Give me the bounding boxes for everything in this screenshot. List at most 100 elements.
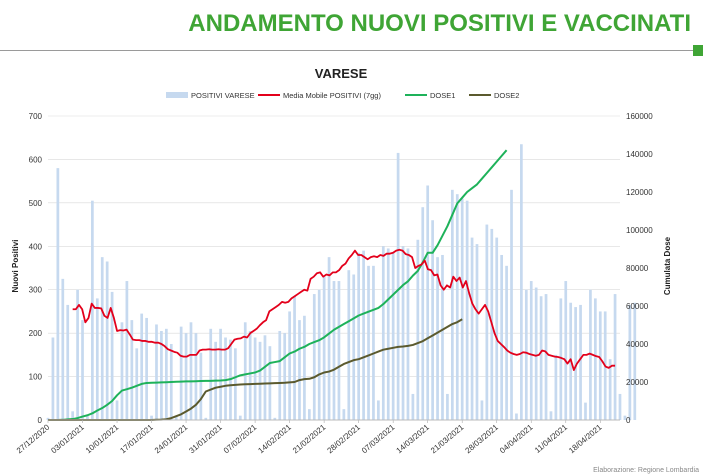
positivi-bar — [411, 393, 415, 420]
x-tick-label: 10/01/2021 — [84, 422, 121, 455]
dose1-line — [48, 149, 508, 421]
positivi-bar — [381, 246, 385, 420]
positivi-bar — [209, 328, 213, 420]
positivi-bar — [160, 330, 163, 420]
y2-tick-label: 140000 — [626, 150, 653, 159]
x-tick-label: 28/03/2021 — [464, 422, 501, 455]
positivi-bar — [515, 413, 518, 420]
positivi-bar — [194, 333, 198, 420]
positivi-bar — [91, 200, 94, 420]
positivi-bar — [298, 320, 301, 420]
positivi-bar — [288, 311, 291, 420]
positivi-bar — [76, 289, 79, 420]
positivi-bar — [441, 254, 444, 420]
positivi-bar — [342, 409, 346, 420]
positivi-bar — [248, 330, 252, 420]
positivi-bar — [500, 254, 504, 420]
positivi-bar — [51, 337, 55, 420]
positivi-bar — [253, 337, 257, 420]
positivi-bar — [100, 257, 104, 420]
x-tick-label: 18/04/2021 — [567, 422, 604, 455]
positivi-bar — [164, 328, 168, 420]
positivi-bar — [120, 322, 124, 420]
x-tick-label: 04/04/2021 — [498, 422, 535, 455]
positivi-bar — [303, 315, 306, 420]
positivi-bar — [450, 189, 454, 420]
positivi-bar — [115, 400, 119, 420]
legend-label-dose1: DOSE1 — [430, 91, 455, 100]
positivi-bar — [608, 359, 612, 420]
positivi-bar — [243, 322, 247, 420]
positivi-bar — [347, 270, 351, 420]
positivi-bar — [564, 281, 568, 420]
positivi-bar — [224, 337, 227, 420]
positivi-bar — [505, 265, 508, 420]
positivi-bar — [579, 304, 582, 420]
positivi-bar — [273, 417, 277, 420]
positivi-bar — [431, 220, 434, 420]
chart-legend: POSITIVI VARESE Media Mobile POSITIVI (7… — [166, 91, 519, 100]
positivi-bar — [593, 298, 597, 420]
positivi-bar — [480, 400, 484, 420]
y2-tick-label: 40000 — [626, 340, 649, 349]
positivi-bar — [633, 302, 637, 420]
positivi-bar — [446, 393, 449, 420]
positivi-bar — [628, 304, 632, 420]
positivi-bar — [623, 415, 627, 420]
x-tick-label: 21/02/2021 — [291, 422, 328, 455]
y2-tick-label: 80000 — [626, 264, 649, 273]
x-tick-label: 24/01/2021 — [153, 422, 190, 455]
positivi-bar — [61, 278, 65, 420]
positivi-bar — [307, 409, 311, 420]
positivi-bar — [584, 402, 587, 420]
page-title: ANDAMENTO NUOVI POSITIVI E VACCINATI — [188, 10, 691, 37]
y-tick-label: 300 — [29, 286, 43, 295]
x-tick-label: 17/01/2021 — [118, 422, 155, 455]
positivi-bar — [125, 281, 129, 420]
legend-swatch-positivi — [166, 92, 188, 98]
positivi-bar — [155, 324, 158, 420]
y-axis-label: Nuovi Positivi — [11, 240, 20, 293]
x-tick-label: 07/02/2021 — [222, 422, 259, 455]
x-tick-label: 11/04/2021 — [533, 422, 569, 455]
positivi-bar — [317, 289, 321, 420]
positivi-bar — [465, 200, 469, 420]
y2-tick-label: 120000 — [626, 188, 653, 197]
media-mobile-line — [72, 248, 616, 371]
positivi-bar — [184, 333, 188, 420]
positivi-bar — [312, 294, 316, 420]
x-tick-label: 03/01/2021 — [49, 422, 86, 455]
positivi-bar — [238, 415, 242, 420]
positivi-bar — [485, 224, 489, 420]
positivi-bar — [130, 320, 134, 420]
x-tick-label: 31/01/2021 — [187, 422, 224, 455]
positivi-bar — [219, 328, 222, 420]
positivi-bar — [352, 274, 356, 420]
y2-axis-label: Cumulata Dose — [663, 236, 672, 295]
footer-note: Elaborazione: Regione Lombardia — [593, 467, 699, 474]
positivi-bar — [140, 313, 144, 420]
x-tick-label: 07/03/2021 — [360, 422, 397, 455]
y2-tick-label: 20000 — [626, 378, 649, 387]
positivi-bar — [524, 289, 528, 420]
y-tick-label: 200 — [29, 329, 43, 338]
positivi-bar — [283, 333, 287, 420]
positivi-bar — [470, 237, 474, 420]
positivi-bar — [618, 393, 622, 420]
positivi-bar — [559, 298, 563, 420]
x-tick-label: 27/12/2020 — [15, 422, 52, 455]
positivi-bar — [455, 194, 459, 420]
positivi-bar — [86, 415, 89, 420]
y-tick-label: 700 — [29, 112, 43, 121]
positivi-bar — [81, 320, 84, 420]
positivi-bar — [56, 168, 60, 420]
positivi-bar — [71, 411, 75, 420]
positivi-bar — [105, 261, 109, 420]
y-tick-label: 500 — [29, 199, 43, 208]
positivi-bar — [327, 257, 331, 420]
positivi-bar — [574, 307, 577, 420]
positivi-bar — [46, 417, 50, 420]
positivi-bar — [145, 317, 148, 420]
y2-tick-label: 60000 — [626, 302, 649, 311]
x-tick-label: 28/02/2021 — [325, 422, 362, 455]
